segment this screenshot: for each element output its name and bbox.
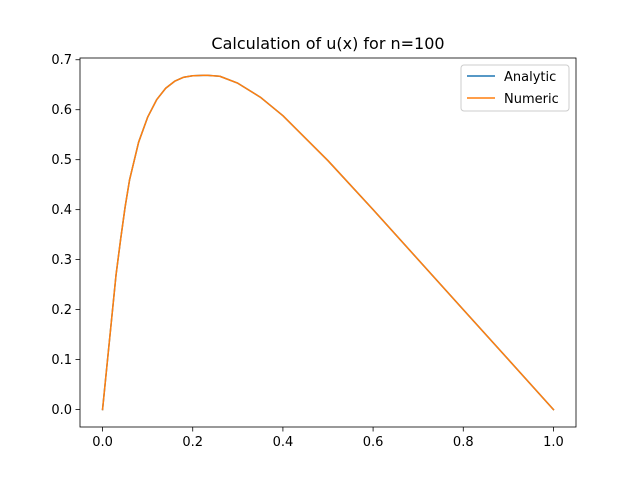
y-tick-label: 0.2 [51,303,72,318]
series-line-numeric [101,74,555,411]
y-tick-label: 0.1 [51,353,72,368]
x-tick-label: 0.8 [453,435,474,450]
x-tick-label: 0.4 [273,435,294,450]
legend-label-numeric: Numeric [504,92,559,107]
y-tick-label: 0.7 [51,53,72,68]
x-tick-label: 0.0 [92,435,113,450]
y-tick-label: 0.4 [51,203,72,218]
x-tick-label: 0.2 [182,435,203,450]
x-tick-label: 1.0 [543,435,564,450]
plot-area: 0.0 0.2 0.4 0.6 0.8 1.0 0.0 0.1 0.2 0.3 0.4 0.5 0.6 0… [51,53,577,450]
y-tick-label: 0.0 [51,403,72,418]
y-tick-label: 0.5 [51,153,72,168]
x-tick-label: 0.6 [363,435,384,450]
chart-title: Calculation of u(x) for n=100 [211,34,444,53]
y-tick-label: 0.3 [51,253,72,268]
y-tick-label: 0.6 [51,103,72,118]
axes-frame [79,57,577,428]
legend-label-analytic: Analytic [504,70,556,85]
